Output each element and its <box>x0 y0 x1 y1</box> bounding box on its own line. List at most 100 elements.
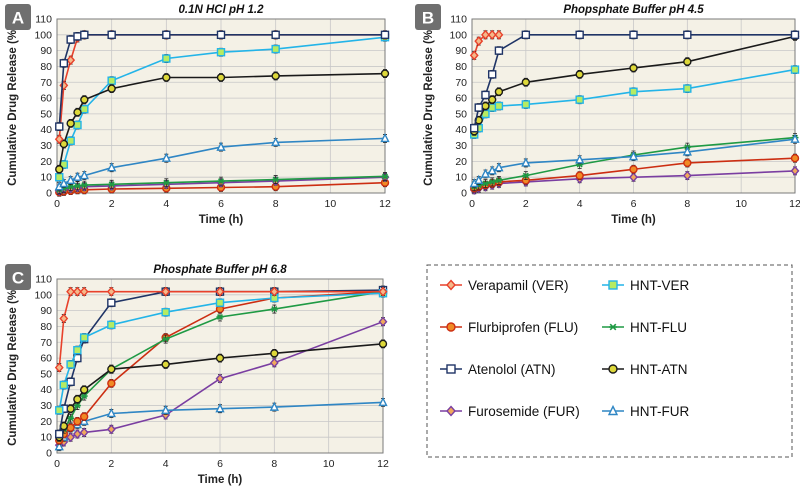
data-point <box>66 119 75 128</box>
data-point <box>216 48 226 57</box>
data-point <box>269 401 279 411</box>
data-point <box>66 432 76 443</box>
y-tick-label: 10 <box>40 432 52 444</box>
x-tick-label: 12 <box>377 458 389 470</box>
data-point <box>161 360 170 369</box>
x-tick-label: 8 <box>271 458 277 470</box>
data-point <box>107 30 116 40</box>
y-tick-label: 30 <box>40 400 52 412</box>
data-point <box>494 46 504 55</box>
series-line <box>58 343 384 438</box>
data-point <box>474 103 483 112</box>
data-point <box>629 87 638 96</box>
data-point <box>66 55 76 66</box>
series-hnt-ver <box>470 65 800 139</box>
data-point <box>683 84 692 93</box>
data-point <box>73 417 82 426</box>
data-point <box>481 180 489 187</box>
y-tick-label: 80 <box>40 61 52 73</box>
data-point <box>270 306 278 313</box>
data-point <box>66 35 75 44</box>
y-tick-label: 70 <box>40 77 52 89</box>
data-point <box>521 30 531 40</box>
legend-label: HNT-ATN <box>630 362 688 377</box>
series-line <box>58 290 384 441</box>
data-point <box>269 286 279 297</box>
data-point <box>79 286 89 297</box>
data-point <box>80 393 88 400</box>
panel-badge <box>5 4 31 30</box>
x-tick-label: 6 <box>217 458 223 470</box>
data-point <box>55 165 64 174</box>
data-point <box>54 362 64 373</box>
plot-border <box>56 18 386 194</box>
y-tick-label: 80 <box>455 61 467 73</box>
data-point <box>59 380 68 390</box>
data-point <box>683 30 692 40</box>
data-point <box>73 120 82 130</box>
data-point <box>494 101 504 111</box>
y-tick-label: 20 <box>455 156 467 168</box>
y-tick-label: 100 <box>34 289 52 301</box>
series-atn <box>55 30 390 131</box>
legend-item-flu: Flurbiprofen (FLU) <box>440 320 578 335</box>
chart-panel-c: 0 10 20 30 40 50 60 70 80 90 100 110 0 2 4 6 8 10 12 Time (… <box>5 264 389 486</box>
data-point <box>575 30 584 40</box>
legend-marker <box>608 280 618 290</box>
data-point <box>481 29 490 40</box>
data-point <box>73 395 82 404</box>
series-hnt-flu <box>55 171 389 195</box>
x-tick-label: 12 <box>789 198 800 210</box>
y-tick-label: 20 <box>40 156 52 168</box>
data-point <box>790 153 800 163</box>
data-point <box>67 415 75 422</box>
data-point <box>80 182 88 189</box>
x-tick-label: 8 <box>684 198 690 210</box>
data-point <box>66 174 76 185</box>
data-point <box>59 313 69 324</box>
x-tick-label: 0 <box>54 198 60 210</box>
data-point <box>487 103 497 112</box>
data-point <box>79 427 89 438</box>
x-tick-label: 0 <box>469 198 475 210</box>
data-point <box>381 173 389 180</box>
series-line <box>58 292 384 411</box>
series-ver <box>469 29 504 61</box>
data-point <box>575 171 584 180</box>
legend-marker <box>609 323 617 331</box>
data-point <box>629 172 638 183</box>
data-point <box>521 100 531 109</box>
data-point <box>107 76 116 85</box>
y-tick-label: 0 <box>461 188 467 200</box>
legend-label: Furosemide (FUR) <box>468 404 580 419</box>
data-point <box>480 168 491 178</box>
data-point <box>495 177 503 184</box>
chart-panel-a: 0 10 20 30 40 50 60 70 80 90 100 110 0 2 4 6 8 10 12 Time (… <box>5 4 391 226</box>
data-point <box>216 73 226 82</box>
legend-item-hnt-flu: HNT-FLU <box>602 320 687 335</box>
data-point <box>59 177 69 188</box>
data-point <box>72 286 82 297</box>
data-point <box>575 95 584 104</box>
legend-item-ver: Verapamil (VER) <box>440 278 569 293</box>
y-tick-label: 30 <box>455 140 467 152</box>
series-hnt-fur <box>54 132 390 192</box>
x-tick-label: 2 <box>108 458 114 470</box>
data-point <box>80 30 89 40</box>
y-tick-label: 60 <box>40 93 52 105</box>
data-point <box>106 407 116 418</box>
series-line <box>58 72 386 170</box>
legend-label: HNT-FLU <box>630 320 687 335</box>
data-point <box>522 172 530 179</box>
data-point <box>378 396 388 407</box>
panel-title: Phosphate Buffer pH 6.8 <box>153 264 287 276</box>
series-ver <box>54 286 388 373</box>
chart-panel-b: 0 10 20 30 40 50 60 70 80 90 100 110 0 2 4 6 8 10 12 Time (… <box>415 4 800 226</box>
x-tick-label: 4 <box>163 458 169 470</box>
y-tick-label: 70 <box>455 77 467 89</box>
x-tick-label: 8 <box>273 198 279 210</box>
data-point <box>215 286 225 297</box>
data-point <box>162 336 170 343</box>
x-axis-label: Time (h) <box>198 474 243 486</box>
legend-marker <box>446 405 456 417</box>
